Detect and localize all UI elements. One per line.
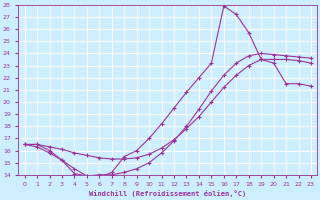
X-axis label: Windchill (Refroidissement éolien,°C): Windchill (Refroidissement éolien,°C) [89,190,246,197]
